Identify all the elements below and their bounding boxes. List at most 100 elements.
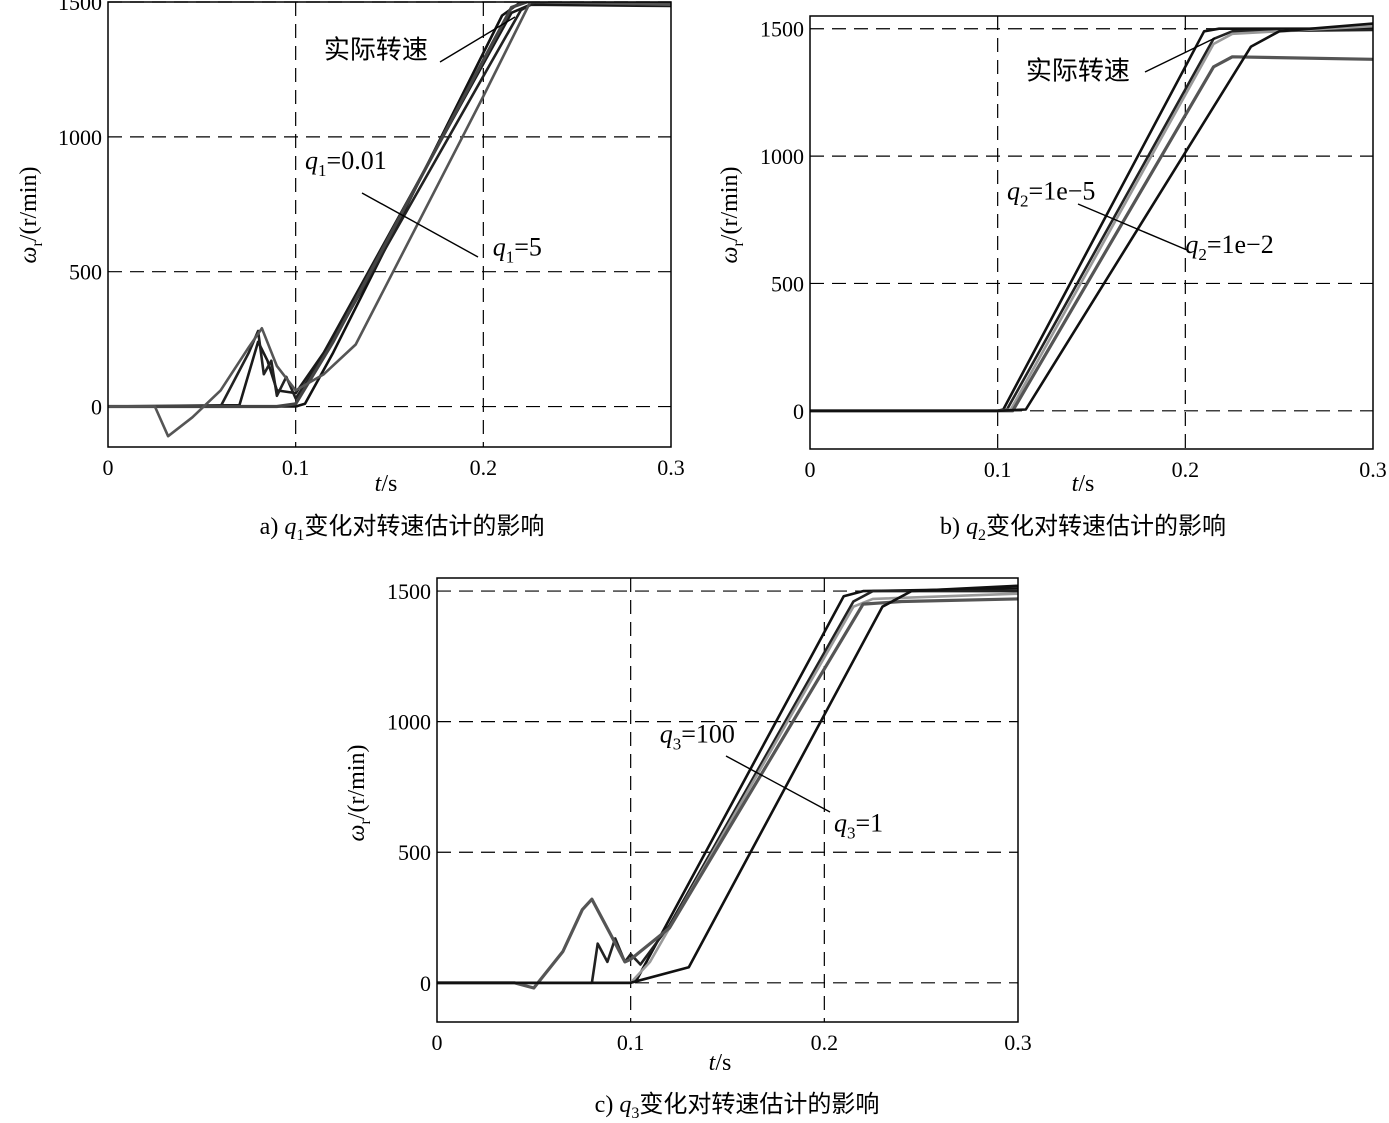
caption-sub: 1 [296,527,304,544]
x-axis-label: t/s [709,1050,732,1076]
caption-var: q [619,1092,631,1118]
annotation-text: =1e−5 [1029,176,1096,205]
annotation: q2=1e−5 [1007,176,1095,210]
x-tick-label: 0 [432,1030,443,1055]
annotation-sub: 1 [318,161,327,180]
plot-frame [809,15,1374,450]
series-line-1 [437,587,1018,985]
x-tick-label: 0.2 [811,1030,839,1055]
y-tick-label: 1500 [58,0,102,15]
annotation: q3=100 [660,720,735,754]
annotation-var: q [493,233,506,262]
x-axis-label: t/s [375,471,398,497]
annotation-text: =1 [856,808,884,837]
series-line-2 [437,589,1018,985]
x-tick-label: 0 [805,457,816,482]
annotation-sub: 2 [1198,245,1207,264]
x-tick-label: 0.2 [470,455,498,480]
x-axis-unit: /s [715,1050,731,1076]
annotation-var: q [1007,176,1020,205]
y-axis-var: ω [717,247,743,264]
y-tick-label: 1000 [58,125,102,150]
series-line-2 [810,28,1373,413]
annotation-text: =1e−2 [1207,230,1274,259]
y-axis-var: ω [16,247,42,264]
annotation-leader [439,16,516,63]
y-axis-sub: r [29,241,46,247]
x-tick-label: 0.3 [1359,457,1387,482]
series-line-4 [108,2,671,409]
x-axis-unit: /s [381,471,397,497]
x-tick-label: 0.1 [617,1030,645,1055]
chart-caption: a) q1变化对转速估计的影响 [260,513,545,544]
annotation-leader [361,192,479,258]
annotation-sub: 3 [847,823,856,842]
plot-frame [107,1,672,448]
y-axis-sub: r [730,241,747,247]
annotation-sub: 2 [1020,191,1029,210]
annotation-text: 实际转速 [1026,57,1130,86]
y-tick-label: 0 [793,399,804,424]
x-axis-var: t [709,1050,717,1076]
x-tick-label: 0.1 [282,455,310,480]
y-tick-label: 0 [91,395,102,420]
annotation: q3=1 [834,808,883,842]
annotation: q1=5 [493,233,542,267]
plot-frame [436,577,1019,1023]
series-line-3 [108,2,671,408]
annotation: q2=1e−2 [1185,230,1273,264]
caption-prefix: b) [940,514,966,540]
annotation: 实际转速 [324,36,428,65]
series-line-4 [810,55,1373,413]
series-line-2 [108,3,671,408]
caption-text: 变化对转速估计的影响 [639,1091,879,1118]
y-tick-label: 500 [398,840,431,865]
y-axis-sub: r [357,819,374,825]
caption-prefix: c) [595,1092,620,1118]
annotation: q1=0.01 [305,146,387,180]
chart-caption: c) q3变化对转速估计的影响 [595,1091,880,1122]
caption-prefix: a) [260,514,285,540]
y-axis-label: ωr/(r/min) [16,167,46,264]
x-tick-label: 0.2 [1172,457,1200,482]
y-tick-label: 500 [771,271,804,296]
y-tick-label: 1000 [387,710,431,735]
annotation-var: q [660,720,673,749]
annotation-leader [1144,37,1216,73]
series-line-1 [810,27,1373,413]
annotation-text: =0.01 [327,146,387,175]
y-tick-label: 0 [420,971,431,996]
annotation-var: q [1185,230,1198,259]
x-tick-label: 0 [103,455,114,480]
chart-caption: b) q2变化对转速估计的影响 [940,513,1226,544]
series-line-5 [108,2,671,438]
caption-sub: 3 [631,1105,639,1122]
y-tick-label: 500 [69,260,102,285]
annotation-sub: 3 [673,735,682,754]
y-axis-var: ω [344,825,370,842]
caption-text: 变化对转速估计的影响 [304,513,544,540]
x-tick-label: 0.1 [984,457,1012,482]
x-axis-label: t/s [1072,471,1095,497]
annotation-text: =100 [681,720,735,749]
y-axis-unit: /(r/min) [344,745,370,820]
caption-var: q [284,514,296,540]
series-line-3 [437,592,1018,985]
annotation-leader [725,755,831,813]
x-axis-unit: /s [1078,471,1094,497]
annotation-var: q [834,808,847,837]
y-axis-unit: /(r/min) [16,167,42,242]
caption-text: 变化对转速估计的影响 [986,513,1226,540]
y-tick-label: 1500 [760,17,804,42]
annotation-text: 实际转速 [324,36,428,65]
annotation-leader [1077,203,1188,251]
y-tick-label: 1000 [760,144,804,169]
annotation-text: =5 [514,233,542,262]
y-axis-label: ωr/(r/min) [717,167,747,264]
y-axis-unit: /(r/min) [717,167,743,242]
x-tick-label: 0.3 [1004,1030,1032,1055]
y-axis-label: ωr/(r/min) [344,745,374,842]
